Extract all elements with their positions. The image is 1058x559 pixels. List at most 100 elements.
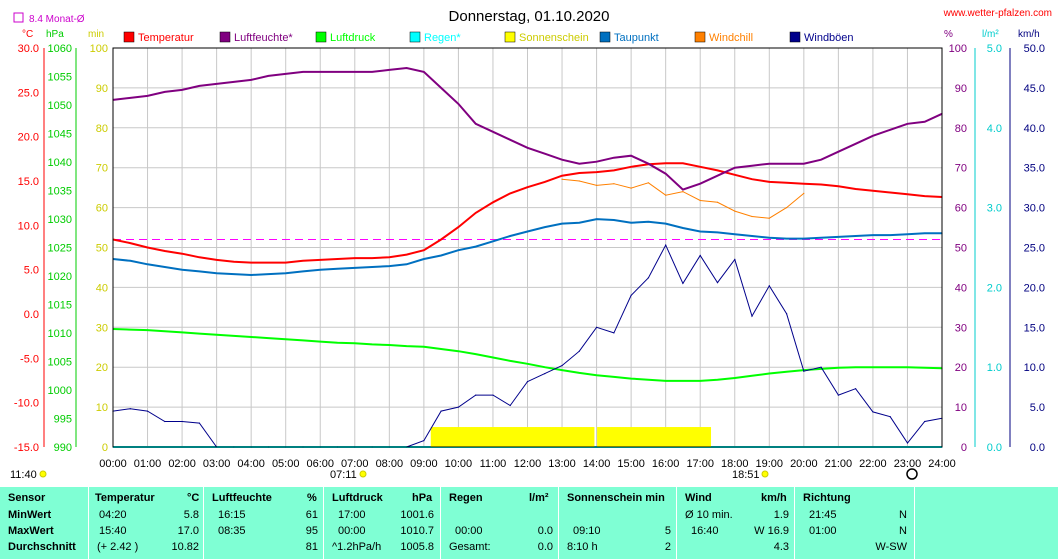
x-tick-label: 12:00 xyxy=(514,458,542,470)
data-point-windb-en xyxy=(457,406,459,408)
data-point-taupunkt xyxy=(250,274,252,276)
dir-header: Richtung xyxy=(803,492,851,504)
x-tick-label: 09:00 xyxy=(410,458,438,470)
sunshine-bar xyxy=(617,427,620,447)
data-point-windb-en xyxy=(768,285,770,287)
data-point-luftdruck xyxy=(578,372,580,374)
sunshine-bar xyxy=(671,427,674,447)
data-point-windb-en xyxy=(440,410,442,412)
sunshine-bar xyxy=(590,427,593,447)
sunshine-bar xyxy=(492,427,495,447)
humidity-axis-tick: 80 xyxy=(955,123,967,135)
data-point-windchill xyxy=(613,183,615,185)
data-point-temperatur xyxy=(129,242,131,244)
data-point-luftfeuchte xyxy=(216,83,218,85)
data-point-taupunkt xyxy=(768,237,770,239)
data-point-windchill xyxy=(647,182,650,184)
data-point-windb-en xyxy=(613,332,615,334)
temp-axis-tick: 20.0 xyxy=(18,132,39,144)
data-point-luftdruck xyxy=(181,331,183,333)
data-point-luftfeuchte xyxy=(803,163,805,165)
summary-col-temperature: Temperatur °C 04:20 5.8 15:40 17.0 (+ 2.… xyxy=(88,487,204,559)
data-point-windchill xyxy=(665,194,667,196)
data-point-windb-en xyxy=(699,254,701,257)
data-point-taupunkt xyxy=(336,268,339,270)
sun-axis-tick: 10 xyxy=(96,402,108,414)
data-point-windb-en xyxy=(423,440,425,442)
data-point-luftdruck xyxy=(406,345,408,347)
data-point-taupunkt xyxy=(699,230,701,233)
pressure-axis-tick: 1020 xyxy=(48,271,72,283)
data-point-windb-en xyxy=(492,394,494,396)
sunshine-bar xyxy=(625,427,628,447)
data-point-luftfeuchte xyxy=(371,71,373,73)
sunshine-bar xyxy=(527,427,530,447)
unit-rain: l/m² xyxy=(982,29,999,40)
sunshine-bar xyxy=(454,427,457,447)
sunshine-bar xyxy=(628,427,631,447)
data-point-windb-en xyxy=(181,420,183,423)
temp-avg-note: (+ 2.42 ) xyxy=(97,541,139,553)
sunshine-bar xyxy=(654,427,657,447)
wind-axis-tick: 30.0 xyxy=(1024,203,1045,215)
rain-header: Regen xyxy=(449,492,483,504)
sunshine-bar xyxy=(584,427,587,447)
sunshine-bar xyxy=(687,427,690,447)
rain-total: 0.0 xyxy=(537,541,553,553)
data-point-taupunkt xyxy=(544,226,546,228)
data-point-temperatur xyxy=(837,185,840,187)
data-point-luftdruck xyxy=(855,366,857,368)
website-link[interactable]: www.wetter-pfalzen.com xyxy=(943,8,1052,19)
sunset-icon xyxy=(761,470,769,478)
data-point-luftfeuchte xyxy=(872,135,874,137)
data-point-luftfeuchte xyxy=(475,123,477,125)
rain-max-time: 00:00 xyxy=(455,525,483,537)
data-point-luftdruck xyxy=(906,366,909,368)
sunshine-bar xyxy=(663,427,666,447)
sunshine-bar xyxy=(609,427,612,447)
row-label-sensor: Sensor xyxy=(8,492,46,504)
data-point-luftdruck xyxy=(596,374,598,376)
sunshine-bar xyxy=(618,427,621,447)
data-point-luftdruck xyxy=(682,380,684,382)
data-point-temperatur xyxy=(371,257,373,259)
sunshine-bar xyxy=(570,427,573,447)
x-tick-label: 21:00 xyxy=(825,458,853,470)
sunshine-bar xyxy=(443,427,446,447)
sunshine-bar xyxy=(538,427,541,447)
sunshine-bar xyxy=(444,427,447,447)
data-point-temperatur xyxy=(544,181,546,183)
sunshine-bar xyxy=(576,427,579,447)
temp-axis-tick: 10.0 xyxy=(18,220,39,232)
data-point-windb-en xyxy=(596,326,598,328)
unit-pressure: hPa xyxy=(46,29,64,40)
sunshine-bar xyxy=(513,427,516,447)
data-point-windb-en xyxy=(129,408,131,410)
data-point-luftfeuchte xyxy=(302,71,304,73)
sunshine-bar xyxy=(489,427,492,447)
legend-label: Luftdruck xyxy=(330,32,376,44)
data-point-luftfeuchte xyxy=(267,75,269,77)
data-point-taupunkt xyxy=(406,263,408,265)
data-point-luftfeuchte xyxy=(820,159,822,161)
x-tick-label: 16:00 xyxy=(652,458,680,470)
data-point-luftfeuchte xyxy=(319,71,321,73)
sunshine-bar xyxy=(494,427,497,447)
sunshine-bar xyxy=(534,427,537,447)
temp-min-time: 04:20 xyxy=(99,509,127,521)
dir-min: N xyxy=(899,509,907,521)
data-point-taupunkt xyxy=(129,260,131,262)
sunshine-bar xyxy=(516,427,519,447)
sunshine-bar xyxy=(525,427,528,447)
sunshine-bar xyxy=(670,427,673,447)
data-point-luftfeuchte xyxy=(630,155,632,157)
sunshine-bar xyxy=(573,427,576,447)
data-point-luftdruck xyxy=(509,360,511,362)
wind-axis-tick: 40.0 xyxy=(1024,123,1045,135)
data-point-taupunkt xyxy=(526,230,529,233)
pressure-axis-tick: 1010 xyxy=(48,328,72,340)
monthly-avg-label: 8.4 Monat-Ø xyxy=(29,14,85,25)
data-point-luftdruck xyxy=(198,333,200,335)
data-point-taupunkt xyxy=(837,236,840,238)
sun-axis-tick: 50 xyxy=(96,243,108,255)
